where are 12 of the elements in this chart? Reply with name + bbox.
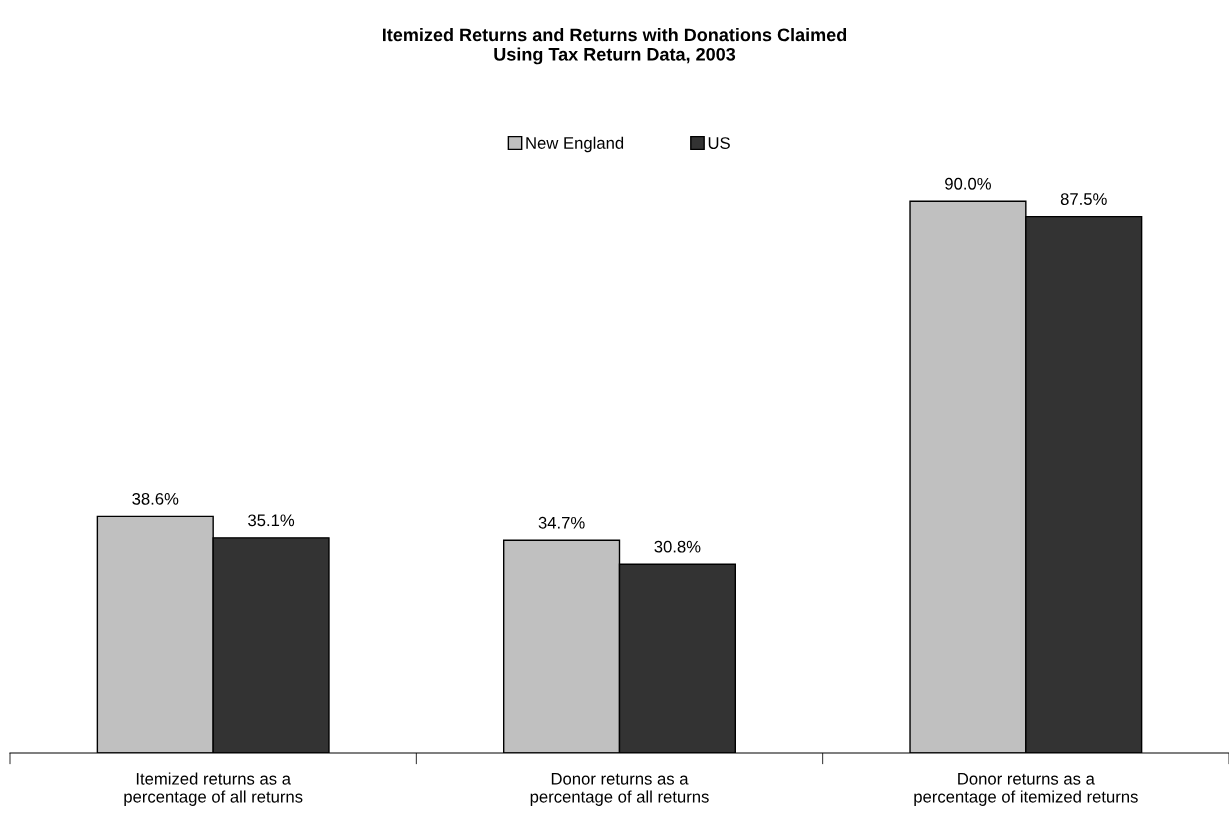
legend-label: New England xyxy=(526,136,624,153)
x-tick-label: Itemized returns as a percentage of all returns xyxy=(124,772,303,806)
legend-label: US xyxy=(708,137,730,149)
data-label: 38.6% xyxy=(132,492,179,505)
data-label: 87.5% xyxy=(1060,193,1107,205)
data-label: 34.7% xyxy=(538,516,585,529)
data-label: 90.0% xyxy=(945,177,991,190)
x-tick-label: Donor returns as a percentage of all returns xyxy=(530,773,709,806)
data-label: 35.1% xyxy=(248,514,295,527)
x-tick-label: Donor returns as a percentage of itemized returns xyxy=(914,773,1138,806)
data-label: 30.8% xyxy=(654,540,701,553)
chart-title: Itemized Returns and Returns with Donations Claimed Using Tax Return Data, 2003 xyxy=(382,28,847,65)
